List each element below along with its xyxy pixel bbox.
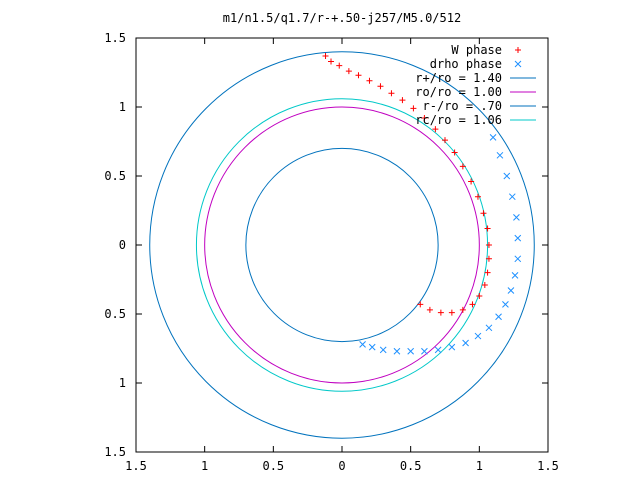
y-tick-label: 0.5 [104, 169, 126, 183]
w-phase-point [451, 149, 458, 156]
circle-rc-curve [195, 98, 489, 392]
drho-phase-point [379, 346, 387, 354]
w-phase-point [484, 269, 491, 276]
w-phase-point [459, 306, 466, 313]
circle-r-curve [245, 147, 439, 343]
drho-phase-point [434, 346, 442, 354]
w-phase-point [484, 225, 491, 232]
drho-phase-point [514, 255, 522, 263]
drho-phase-point [502, 300, 509, 308]
w-phase-point [437, 309, 444, 316]
y-tick-label: 0 [119, 238, 126, 252]
drho-phase-point [462, 339, 469, 347]
x-tick-label: 1.5 [537, 459, 559, 473]
w-phase-point [474, 193, 481, 200]
x-tick-label: 0.5 [262, 459, 284, 473]
w-phase-point [388, 90, 395, 97]
circle-r-curve [149, 51, 535, 439]
drho-phase-point [489, 134, 497, 141]
w-phase-point [410, 105, 417, 112]
y-tick-label: 1.5 [104, 31, 126, 45]
w-phase-point [336, 62, 343, 69]
drho-phase-point [359, 341, 366, 348]
legend-label: r+/ro = 1.40 [415, 71, 502, 85]
x-tick-label: 0.5 [400, 459, 422, 473]
drho-phase-point [496, 151, 504, 159]
x-tick-label: 1.5 [125, 459, 147, 473]
drho-phase-point [407, 347, 415, 355]
w-phase-point [442, 137, 448, 144]
drho-phase-point [507, 287, 515, 294]
w-phase-point [328, 58, 335, 65]
y-tick-label: 0.5 [104, 307, 126, 321]
legend-label: W phase [451, 43, 502, 57]
y-tick-label: 1.5 [104, 445, 126, 459]
drho-phase-point [421, 347, 428, 355]
drho-phase-point [513, 214, 520, 221]
w-phase-point [459, 163, 466, 170]
w-phase-point [468, 178, 475, 185]
drho-phase-point [368, 343, 376, 351]
drho-phase-point [485, 324, 493, 332]
drho-phase-point [474, 332, 482, 340]
drho-phase-point [503, 172, 511, 180]
w-phase-point [399, 97, 406, 104]
w-phase-point [448, 309, 455, 316]
x-tick-label: 0 [338, 459, 345, 473]
w-phase-point [345, 68, 352, 75]
chart-title: m1/n1.5/q1.7/r-+.50-j257/M5.0/512 [223, 11, 461, 25]
drho-phase-point [448, 343, 456, 351]
circle-ro-curve [204, 106, 480, 384]
legend-label: ro/ro = 1.00 [415, 85, 502, 99]
w-phase-point [481, 282, 488, 289]
drho-phase-point [495, 313, 502, 321]
w-phase-point [476, 293, 483, 300]
drho-phase-point [511, 272, 519, 279]
x-axis: 1.5 1 0.5 0 0.5 1 1.5 [125, 38, 559, 473]
w-phase-point [485, 255, 492, 262]
legend-label: drho phase [430, 57, 502, 71]
w-phase-point [485, 242, 492, 248]
legend-label: r-/ro = .70 [423, 99, 502, 113]
w-phase-point [366, 77, 373, 84]
drho-phase-point [514, 234, 522, 242]
legend-label: rc/ro = 1.06 [415, 113, 502, 127]
drho-phase-point [393, 347, 401, 355]
w-phase-point [355, 72, 362, 79]
x-tick-label: 1 [476, 459, 483, 473]
w-phase-point [417, 301, 424, 308]
y-axis: 1.5 1 0.5 0 0.5 1 1.5 [104, 31, 548, 459]
w-phase-point [480, 210, 487, 217]
w-phase-point [469, 301, 476, 308]
w-phase-point [421, 115, 428, 122]
y-tick-label: 1 [119, 376, 126, 390]
point-series [322, 52, 522, 355]
w-phase-point [377, 83, 384, 90]
w-phase-point [426, 306, 433, 313]
legend-plus-marker [515, 47, 521, 53]
w-phase-point [322, 52, 329, 59]
drho-phase-point [508, 193, 516, 201]
legend-x-marker [514, 60, 522, 68]
y-tick-label: 1 [119, 100, 126, 114]
x-tick-label: 1 [201, 459, 208, 473]
w-phase-point [432, 126, 439, 133]
